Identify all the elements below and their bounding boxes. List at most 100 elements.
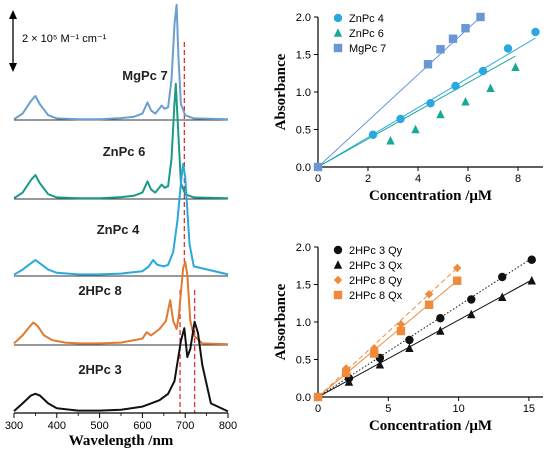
data-point — [396, 326, 406, 336]
fit-line — [317, 279, 532, 398]
legend-label: 2HPc 3 Qy — [349, 245, 403, 257]
legend-label: ZnPc 6 — [349, 28, 384, 40]
data-point — [467, 309, 476, 319]
x-tick-label: 15 — [523, 403, 535, 415]
data-point — [503, 44, 513, 53]
x-tick-label: 400 — [48, 420, 66, 432]
data-point — [396, 320, 406, 329]
data-point — [368, 130, 378, 139]
x-tick-label: 10 — [453, 403, 465, 415]
x-tick-label: 300 — [5, 420, 23, 432]
x-tick-label: 4 — [415, 173, 421, 185]
legend-label: 2HPc 3 Qx — [349, 260, 403, 272]
scale-bar-arrow-bottom — [9, 63, 17, 72]
data-point — [405, 343, 414, 352]
legend-marker — [333, 275, 343, 285]
legend-marker — [333, 260, 343, 269]
spectrum-line — [13, 3, 229, 121]
data-point — [453, 263, 462, 273]
spectrum-line — [13, 260, 229, 346]
data-point — [313, 392, 323, 402]
x-tick-label: 5 — [385, 403, 391, 415]
legend-label: MgPc 7 — [349, 43, 386, 55]
data-point — [313, 162, 323, 172]
x-tick-label: 0 — [315, 173, 321, 185]
y-tick-label: 1.5 — [296, 280, 311, 292]
data-point — [436, 314, 445, 323]
y-tick-label: 0.5 — [296, 355, 311, 367]
x-tick-label: 700 — [176, 420, 194, 432]
legend-label: 2HPc 8 Qy — [349, 275, 403, 287]
fit-line — [317, 280, 458, 398]
spectrum-label: MgPc 7 — [122, 68, 168, 83]
scale-bar-arrow-top — [9, 10, 17, 19]
spectra-panel: 2 × 10⁵ M⁻¹ cm⁻¹ MgPc 7 ZnPc 6 ZnPc 4 2HPc 8… — [5, 3, 237, 449]
spectrum-line — [13, 163, 229, 276]
data-point — [461, 97, 470, 106]
y-tick-label: 0.0 — [296, 162, 311, 174]
legend-marker — [333, 13, 343, 23]
y-tick-label: 2.0 — [296, 242, 311, 254]
data-point — [486, 83, 495, 92]
data-point — [436, 45, 445, 54]
y-tick-label: 1.0 — [296, 317, 311, 329]
data-point — [426, 99, 435, 108]
x-axis-title: Wavelength /nm — [69, 433, 174, 449]
legend-marker — [333, 43, 343, 53]
x-tick-label: 600 — [133, 420, 151, 432]
data-point — [478, 66, 488, 76]
data-point — [424, 300, 434, 309]
data-point — [527, 276, 536, 285]
data-point — [423, 60, 433, 69]
data-point — [467, 295, 476, 304]
legend-marker — [333, 290, 343, 300]
data-point — [341, 368, 351, 378]
legend-marker — [333, 245, 343, 255]
data-point — [436, 326, 445, 335]
data-point — [370, 349, 379, 358]
data-point — [527, 255, 536, 264]
spectrum-label: 2HPc 3 — [78, 362, 121, 377]
data-point — [411, 124, 420, 134]
spectrum-line — [13, 82, 229, 200]
y-axis-title: Absorbance — [273, 53, 289, 130]
x-tick-label: 0 — [315, 403, 321, 415]
x-axis-title: Concentration /μM — [369, 418, 492, 434]
y-tick-label: 0.0 — [296, 392, 311, 404]
data-point — [396, 114, 405, 124]
data-point — [344, 377, 354, 386]
data-point — [531, 27, 540, 37]
x-tick-label: 6 — [465, 173, 471, 185]
spectrum-label: 2HPc 8 — [78, 283, 121, 298]
legend-label: 2HPc 8 Qx — [349, 290, 403, 302]
y-tick-label: 1.0 — [296, 87, 311, 99]
x-tick-label: 2 — [365, 173, 371, 185]
x-tick-label: 500 — [90, 420, 108, 432]
spectrum-line — [13, 320, 229, 413]
data-point — [405, 335, 414, 345]
beer-lambert-hpc-panel: 0 5 10 15 0.0 0.5 1.0 1.5 2.0 Concentration /μM Ab… — [273, 242, 543, 434]
data-point — [498, 292, 507, 301]
spectrum-label: ZnPc 4 — [97, 222, 140, 237]
x-axis-title: Concentration /μM — [369, 188, 492, 204]
y-tick-label: 2.0 — [296, 12, 311, 24]
data-point — [448, 34, 458, 43]
y-axis-title: Absorbance — [273, 283, 289, 360]
x-tick-label: 8 — [515, 173, 521, 185]
legend-label: ZnPc 4 — [349, 13, 384, 25]
y-tick-label: 1.5 — [296, 50, 311, 62]
data-point — [461, 24, 470, 33]
beer-lambert-pc-panel: 0 2 4 6 8 0.0 0.5 1.0 1.5 2.0 Concentration /μM Abs… — [273, 12, 543, 204]
data-point — [436, 109, 445, 119]
x-tick-label: 800 — [219, 420, 237, 432]
data-point — [498, 272, 507, 282]
data-point — [451, 81, 460, 91]
y-tick-label: 0.5 — [296, 125, 311, 137]
data-point — [476, 12, 485, 22]
data-point — [386, 136, 395, 145]
data-point — [375, 360, 385, 369]
fit-line — [317, 257, 533, 398]
legend-marker — [333, 28, 343, 37]
data-point — [511, 62, 520, 71]
